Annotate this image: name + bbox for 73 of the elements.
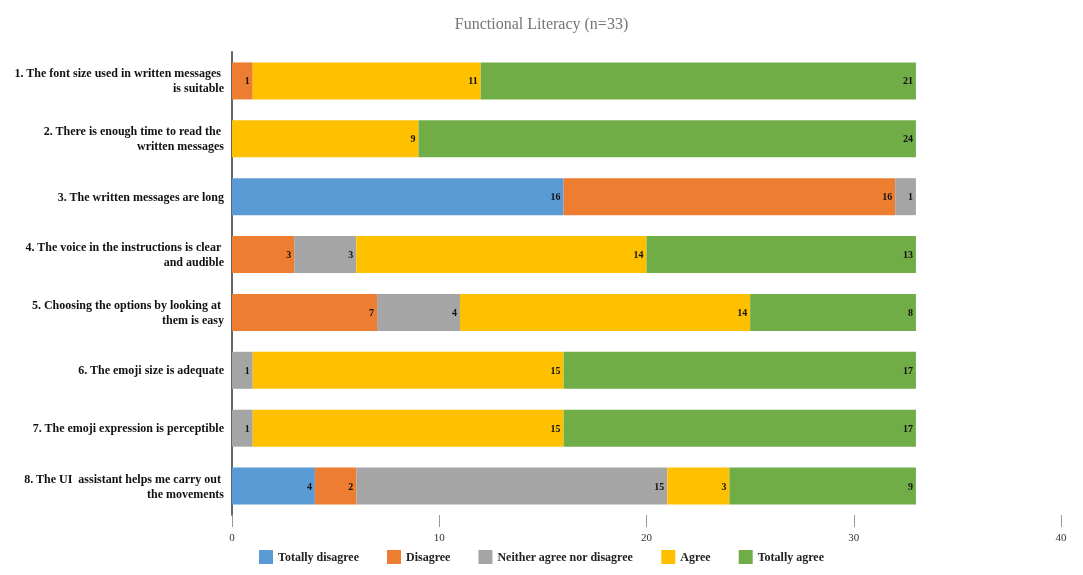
data-label: 1 xyxy=(907,191,913,203)
bar xyxy=(563,409,916,447)
data-label: 3 xyxy=(286,249,292,261)
y-tick-label: 6. The emoji size is adequate xyxy=(78,363,225,378)
bar xyxy=(232,409,253,447)
legend-label: Totally agree xyxy=(757,550,825,564)
bar xyxy=(252,351,564,389)
bar xyxy=(459,293,751,331)
bar xyxy=(232,467,315,505)
bar xyxy=(232,120,419,158)
bar xyxy=(232,62,253,100)
legend-label: Neither agree nor disagree xyxy=(497,550,634,564)
bar xyxy=(294,236,357,274)
bar xyxy=(232,351,253,389)
y-tick-label: 1. The font size used in written messages is suitable xyxy=(14,66,225,96)
bar xyxy=(895,178,916,216)
bar xyxy=(480,62,916,100)
bar xyxy=(252,409,564,447)
bar xyxy=(563,351,916,389)
bar xyxy=(356,467,668,505)
data-label: 15 xyxy=(550,364,561,376)
bar xyxy=(750,293,916,331)
data-label: 9 xyxy=(907,480,913,492)
data-label: 1 xyxy=(244,422,250,434)
y-tick-label: 7. The emoji expression is perceptible xyxy=(32,421,225,436)
y-tick-label: 8. The UI assistant helps me carry out the movements xyxy=(24,471,225,501)
data-label: 14 xyxy=(737,306,748,318)
bar xyxy=(252,62,481,100)
y-tick-label: 4. The voice in the instructions is clear and audible xyxy=(25,240,225,270)
y-tick-label: 2. There is enough time to read the written messages xyxy=(43,124,225,154)
data-label: 24 xyxy=(902,133,913,145)
data-label: 1 xyxy=(244,75,250,87)
bar xyxy=(563,178,896,216)
x-tick-label: 40 xyxy=(1055,530,1067,543)
bar xyxy=(646,236,916,274)
legend-label: Disagree xyxy=(405,550,452,564)
bar xyxy=(232,236,295,274)
data-label: 11 xyxy=(468,75,478,87)
data-label: 15 xyxy=(550,422,561,434)
data-label: 3 xyxy=(721,480,727,492)
bar xyxy=(729,467,916,505)
bar xyxy=(667,467,730,505)
data-label: 8 xyxy=(907,306,913,318)
x-tick-label: 10 xyxy=(433,530,446,543)
x-tick-label: 20 xyxy=(641,530,653,543)
data-label: 4 xyxy=(451,306,457,318)
data-label: 17 xyxy=(902,422,913,434)
data-label: 13 xyxy=(902,249,913,261)
data-label: 7 xyxy=(369,306,375,318)
data-label: 9 xyxy=(410,133,416,145)
data-label: 16 xyxy=(550,191,561,203)
data-label: 2 xyxy=(348,480,354,492)
data-label: 1 xyxy=(244,364,250,376)
y-tick-label: 3. The written messages are long xyxy=(57,189,224,204)
data-label: 21 xyxy=(902,75,913,87)
data-label: 4 xyxy=(306,480,312,492)
x-tick-label: 30 xyxy=(848,530,860,543)
bar xyxy=(377,293,460,331)
data-label: 14 xyxy=(633,249,644,261)
y-tick-label: 5. Choosing the options by looking at them is easy xyxy=(31,297,224,327)
x-tick-label: 0 xyxy=(229,530,236,543)
chart-title: Functional Literacy (n=33) xyxy=(454,14,629,33)
data-label: 15 xyxy=(654,480,665,492)
data-label: 3 xyxy=(348,249,354,261)
bar xyxy=(314,467,357,505)
bar xyxy=(232,178,564,216)
data-label: 16 xyxy=(882,191,893,203)
legend-label: Totally disagree xyxy=(277,550,360,564)
bar xyxy=(418,120,916,158)
data-label: 17 xyxy=(902,364,913,376)
bar xyxy=(232,293,378,331)
bar xyxy=(356,236,647,274)
legend-label: Agree xyxy=(680,550,712,564)
